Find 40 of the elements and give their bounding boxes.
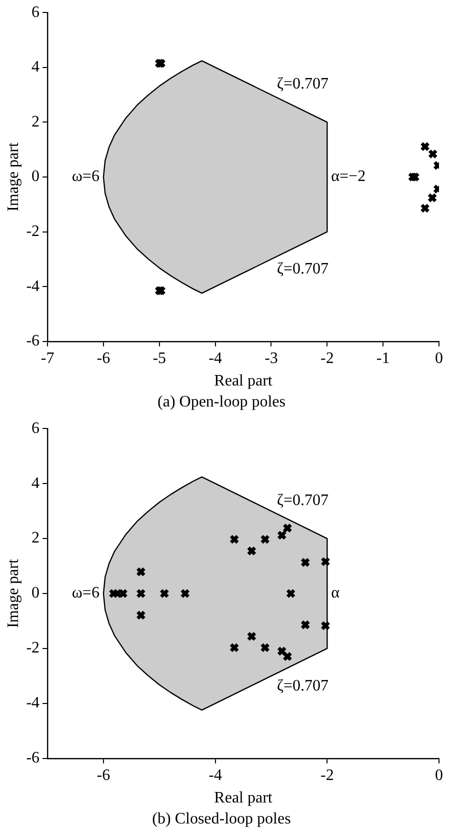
- x-tick-label: -5: [152, 350, 166, 368]
- x-tick-label: -7: [40, 350, 54, 368]
- y-axis-title: Image part: [4, 558, 22, 628]
- annotation: ω=6: [72, 168, 100, 186]
- annotation: ζ=0.707: [276, 492, 328, 509]
- y-tick-label: 4: [32, 474, 40, 492]
- annotation: ζ=0.707: [276, 76, 328, 93]
- y-tick-label: -6: [26, 750, 40, 767]
- y-tick-label: -2: [26, 640, 40, 657]
- y-tick-label: 6: [32, 420, 40, 437]
- annotation: α=−2: [331, 168, 366, 186]
- x-axis-title: Real part: [214, 372, 273, 390]
- text: (a) Open-loop poles: [158, 394, 286, 411]
- y-axis-title: Image part: [4, 142, 22, 212]
- y-tick-label: 0: [32, 168, 40, 186]
- y-tick-label: -4: [26, 694, 40, 712]
- y-tick-label: 2: [32, 113, 40, 130]
- annotation: ω=6: [72, 584, 100, 602]
- x-tick-label: -2: [320, 350, 334, 368]
- x-tick-label: -6: [96, 767, 110, 784]
- y-tick-label: 0: [32, 584, 40, 602]
- y-tick-label: -6: [26, 332, 40, 350]
- y-tick-label: -4: [26, 278, 40, 295]
- x-tick-label: 0: [435, 767, 443, 784]
- x-tick-label: -1: [376, 350, 390, 368]
- annotation: α: [331, 584, 340, 602]
- annotation: ζ=0.707: [276, 677, 328, 694]
- x-tick-label: -4: [208, 350, 222, 368]
- y-tick-label: -2: [26, 223, 40, 240]
- x-tick-label: -3: [264, 350, 278, 368]
- x-tick-label: 0: [435, 350, 443, 368]
- y-tick-label: 6: [32, 4, 40, 21]
- text: (b) Closed-loop poles: [152, 810, 291, 828]
- y-tick-label: 2: [32, 530, 40, 547]
- annotation: ζ=0.707: [276, 260, 328, 278]
- y-tick-label: 4: [32, 58, 40, 76]
- x-tick-label: -4: [208, 767, 222, 784]
- x-tick-label: -6: [96, 350, 110, 368]
- x-axis-title: Real part: [214, 789, 273, 806]
- x-tick-label: -2: [320, 767, 334, 784]
